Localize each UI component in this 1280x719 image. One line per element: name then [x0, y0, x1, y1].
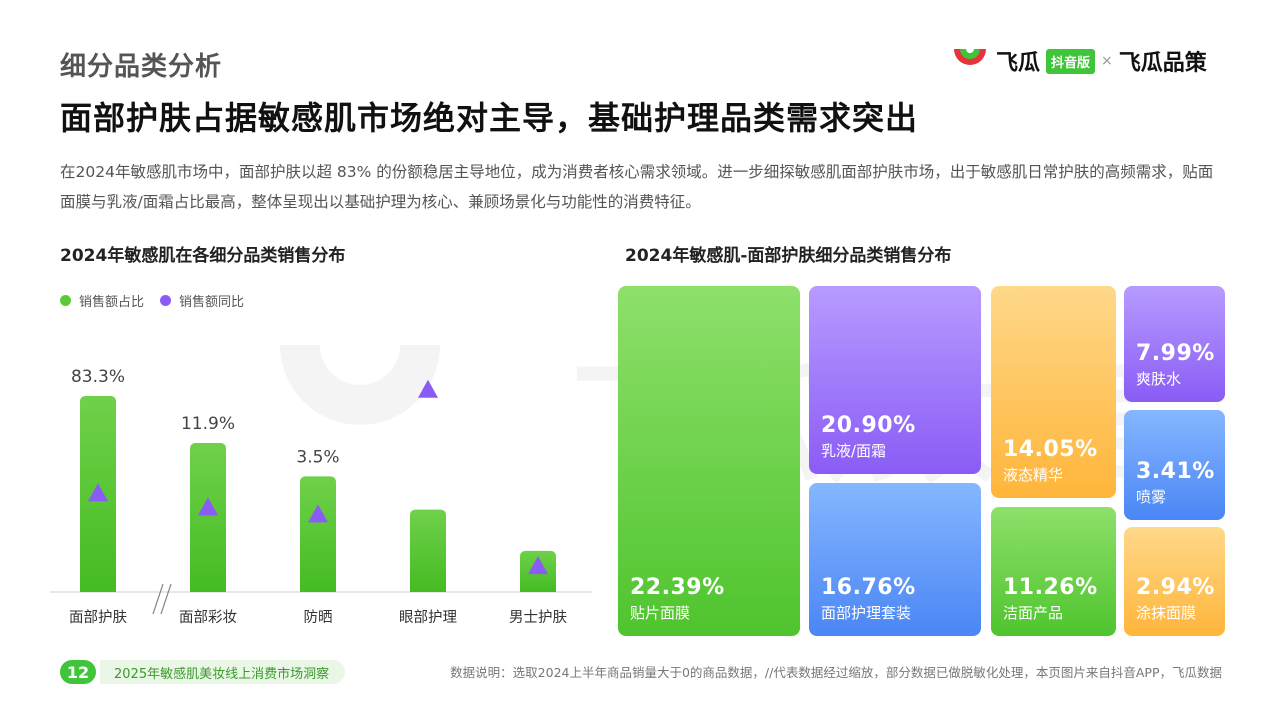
treemap-label: 爽肤水: [1136, 370, 1182, 388]
yoy-marker: [528, 556, 548, 575]
treemap-value: 7.99%: [1136, 341, 1215, 366]
treemap-label: 喷雾: [1136, 488, 1167, 506]
bar-chart-title: 2024年敏感肌在各细分品类销售分布: [60, 246, 346, 266]
treemap-label: 液态精华: [1003, 466, 1064, 484]
category-label: 面部彩妆: [179, 609, 237, 626]
bar-value-label: 3.5%: [296, 447, 339, 467]
page-number: 12: [60, 660, 96, 684]
treemap-label: 贴片面膜: [630, 604, 691, 622]
treemap: 22.39% 贴片面膜 20.90% 乳液/面霜 16.76% 面部护理套装 14.05% 液…: [618, 286, 1226, 636]
treemap-value: 20.90%: [821, 413, 916, 438]
brand-separator: ×: [1101, 53, 1113, 69]
treemap-tile: 22.39% 贴片面膜: [618, 286, 800, 636]
page-description: 在2024年敏感肌市场中，面部护肤以超 83% 的份额稳居主导地位，成为消费者核…: [60, 163, 1214, 211]
report-title: 2025年敏感肌美妆线上消费市场洞察: [100, 660, 346, 684]
yoy-marker: [88, 483, 108, 502]
bar-chart: 83.3% 面部护肤 11.9% 面部彩妆 3.5% 防晒 眼部护理 男士护肤: [50, 367, 592, 626]
feigua-logo-icon: [954, 49, 986, 65]
axis-break-mark: [160, 583, 172, 615]
bar-3: [300, 476, 336, 592]
category-label: 面部护肤: [69, 609, 127, 626]
treemap-tile: 14.05% 液态精华: [991, 286, 1116, 498]
treemap-value: 22.39%: [630, 575, 725, 600]
treemap-tile: 3.41% 喷雾: [1124, 410, 1225, 520]
treemap-label: 面部护理套装: [821, 604, 912, 622]
treemap-label: 乳液/面霜: [821, 442, 887, 460]
treemap-value: 3.41%: [1136, 459, 1215, 484]
treemap-title: 2024年敏感肌-面部护肤细分品类销售分布: [625, 246, 952, 266]
legend-label-yoy: 销售额同比: [179, 295, 245, 310]
treemap-label: 洁面产品: [1003, 604, 1064, 622]
legend-item-share: 销售额占比: [60, 291, 144, 310]
section-label: 细分品类分析: [60, 52, 223, 82]
treemap-value: 14.05%: [1003, 437, 1098, 462]
treemap-value: 16.76%: [821, 575, 916, 600]
yoy-marker: [308, 504, 328, 523]
brand-badge: 抖音版: [1046, 48, 1096, 74]
bar-2: [190, 443, 226, 592]
bar-4: [410, 509, 446, 592]
bar-value-label: 11.9%: [181, 414, 235, 434]
axis-break-mark: [152, 583, 164, 615]
treemap-tile: 11.26% 洁面产品: [991, 507, 1116, 636]
treemap-label: 涂抹面膜: [1136, 604, 1197, 622]
treemap-tile: 2.94% 涂抹面膜: [1124, 527, 1225, 636]
brand-partner: 飞瓜品策: [1118, 51, 1207, 76]
bar-chart-legend: 销售额占比 销售额同比: [60, 291, 244, 310]
treemap-value: 2.94%: [1136, 575, 1215, 600]
category-label: 眼部护理: [399, 609, 457, 626]
legend-dot-green: [60, 295, 71, 306]
page-title: 面部护肤占据敏感肌市场绝对主导，基础护理品类需求突出: [60, 99, 919, 137]
yoy-marker: [198, 497, 218, 516]
category-label: 男士护肤: [509, 609, 567, 626]
data-note: 数据说明：选取2024上半年商品销量大于0的商品数据，//代表数据经过缩放，部分…: [450, 665, 1222, 680]
treemap-tile: 7.99% 爽肤水: [1124, 286, 1225, 402]
treemap-value: 11.26%: [1003, 575, 1098, 600]
legend-dot-purple: [160, 295, 172, 306]
brand-header: 飞瓜 抖音版 × 飞瓜品策: [950, 44, 1207, 78]
bar-value-label: 83.3%: [71, 367, 125, 387]
yoy-marker: [418, 379, 438, 398]
treemap-tile: 20.90% 乳液/面霜: [809, 286, 981, 474]
category-label: 防晒: [304, 609, 333, 626]
brand-name: 飞瓜: [996, 51, 1041, 76]
legend-item-yoy: 销售额同比: [160, 291, 244, 310]
treemap-tile: 16.76% 面部护理套装: [809, 483, 981, 636]
legend-label-share: 销售额占比: [79, 295, 145, 310]
